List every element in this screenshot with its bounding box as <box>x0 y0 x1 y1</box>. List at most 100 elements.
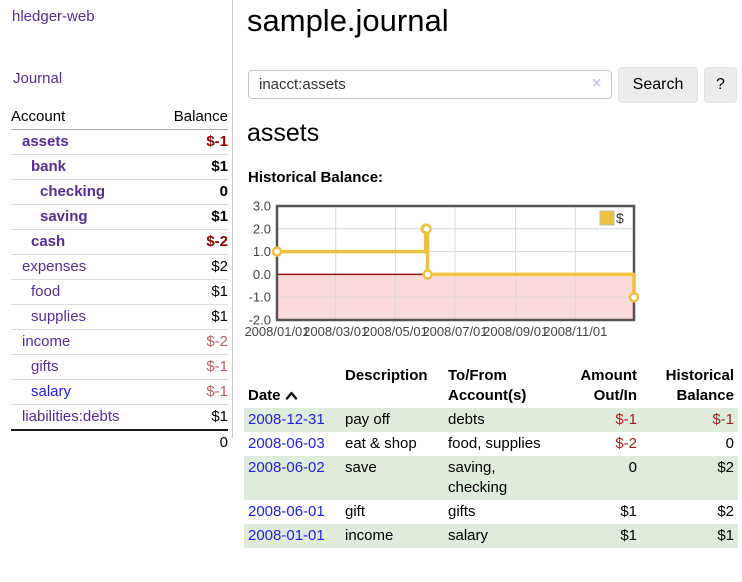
account-balance: $-1 <box>206 383 228 400</box>
transaction-amount: $1 <box>560 524 641 548</box>
account-balance: $1 <box>211 408 228 425</box>
register-header-tofrom: To/From Account(s) <box>448 367 527 404</box>
account-link-gifts[interactable]: gifts <box>31 358 59 375</box>
x-axis-tick-label: 2008/05/01 <box>363 324 428 339</box>
account-balance: $-1 <box>206 133 228 150</box>
register-table: Date Description To/From Account(s) Amou… <box>244 364 738 548</box>
account-link-liabilities-debts[interactable]: liabilities:debts <box>22 408 120 425</box>
register-header-balance: Historical Balance <box>665 367 734 404</box>
sidebar: hledger-web Journal Account Balance asse… <box>0 0 233 451</box>
accounts-header-account: Account <box>11 108 66 125</box>
transaction-accounts: debts <box>444 408 560 432</box>
account-link-assets[interactable]: assets <box>22 133 69 150</box>
transaction-description: eat & shop <box>345 435 417 452</box>
account-balance: $1 <box>211 208 228 225</box>
y-axis-tick-label: 2.0 <box>253 221 271 236</box>
account-balance: $1 <box>211 283 228 300</box>
account-row: gifts $-1 <box>11 355 228 380</box>
transaction-accounts: saving, checking <box>444 456 560 500</box>
chart-section-label: Historical Balance: <box>248 169 384 186</box>
accounts-header-row: Account Balance <box>11 105 228 130</box>
transaction-balance: $-1 <box>641 408 738 432</box>
y-axis-tick-label: 3.0 <box>253 199 271 214</box>
register-header-date: Date <box>244 364 341 408</box>
accounts-header-balance: Balance <box>173 108 228 125</box>
account-balance: $1 <box>211 308 228 325</box>
accounts-table: Account Balance assets $-1 bank $1 check… <box>11 105 228 455</box>
app-title-link[interactable]: hledger-web <box>12 8 95 25</box>
transaction-balance: $2 <box>717 503 734 520</box>
account-row: salary $-1 <box>11 380 228 405</box>
search-button[interactable]: Search <box>618 67 698 103</box>
plot-border <box>275 204 636 322</box>
account-link-checking[interactable]: checking <box>40 183 106 200</box>
register-row: 2008-06-03 eat & shop food, supplies $-2… <box>244 432 738 456</box>
account-link-salary[interactable]: salary <box>31 383 72 400</box>
transaction-date-link[interactable]: 2008-06-03 <box>248 435 325 452</box>
transaction-description: save <box>341 456 444 500</box>
account-balance: $1 <box>211 158 228 175</box>
register-header-description: Description <box>345 367 428 384</box>
account-link-cash[interactable]: cash <box>31 233 66 250</box>
account-link-income[interactable]: income <box>22 333 71 350</box>
account-link-saving[interactable]: saving <box>40 208 88 225</box>
x-axis-tick-label: 2008/07/01 <box>422 324 487 339</box>
transaction-accounts: food, supplies <box>448 435 541 452</box>
account-row: food $1 <box>11 280 228 305</box>
data-point-marker <box>628 291 640 303</box>
register-header-row: Date Description To/From Account(s) Amou… <box>244 364 738 408</box>
register-header-amount: Amount Out/In <box>580 367 637 404</box>
account-balance: $-1 <box>206 358 228 375</box>
accounts-total-row: 0 <box>11 430 228 455</box>
account-link-food[interactable]: food <box>31 283 61 300</box>
account-balance: $-2 <box>206 233 228 250</box>
account-link-supplies[interactable]: supplies <box>31 308 87 325</box>
register-row: 2008-12-31 pay off debts $-1 $-1 <box>244 408 738 432</box>
account-row: income $-2 <box>11 330 228 355</box>
transaction-date-link[interactable]: 2008-01-01 <box>248 527 325 544</box>
account-row: expenses $2 <box>11 255 228 280</box>
transaction-description: income <box>341 524 444 548</box>
account-row: bank $1 <box>11 155 228 180</box>
x-axis-tick-label: 2008/01/01 <box>244 324 309 339</box>
account-link-bank[interactable]: bank <box>31 158 67 175</box>
transaction-amount: $-2 <box>615 435 637 452</box>
y-axis-tick-label: 0.0 <box>253 267 271 282</box>
transaction-date-link[interactable]: 2008-06-01 <box>248 503 325 520</box>
register-row: 2008-06-01 gift gifts $1 $2 <box>244 500 738 524</box>
x-axis-tick-label: 2008/03/01 <box>303 324 368 339</box>
account-row: cash $-2 <box>11 230 228 255</box>
x-axis-tick-label: 2008/09/01 <box>483 324 548 339</box>
legend-swatch <box>599 210 615 226</box>
historical-balance-chart: 3.0 2.0 1.0 0.0 -1.0 -2.02008/01/012008/03/01… <box>244 199 640 339</box>
clear-search-icon[interactable]: × <box>592 75 602 92</box>
page-title: sample.journal <box>247 3 449 38</box>
account-balance: 0 <box>219 183 228 200</box>
data-point-marker <box>271 246 283 257</box>
y-axis-tick-label: 1.0 <box>253 244 271 259</box>
x-axis-tick-label: 2008/11/01 <box>543 324 607 339</box>
data-point-marker <box>421 223 432 235</box>
account-row: liabilities:debts $1 <box>11 405 228 430</box>
account-row: saving $1 <box>11 205 228 230</box>
sort-asc-icon <box>285 391 297 400</box>
y-axis-tick-label: -1.0 <box>249 290 271 305</box>
account-row: checking 0 <box>11 180 228 205</box>
help-button[interactable]: ? <box>704 67 737 103</box>
sort-by-date-link[interactable]: Date <box>248 387 298 404</box>
account-row: supplies $1 <box>11 305 228 330</box>
accounts-total: 0 <box>219 434 228 451</box>
account-balance: $2 <box>211 258 228 275</box>
transaction-accounts: gifts <box>448 503 476 520</box>
transaction-date-link[interactable]: 2008-06-02 <box>248 459 325 476</box>
transaction-balance: $2 <box>641 456 738 500</box>
transaction-date-link[interactable]: 2008-12-31 <box>248 411 325 428</box>
sidebar-item-journal[interactable]: Journal <box>13 70 63 87</box>
search-input[interactable] <box>248 70 612 99</box>
account-link-expenses[interactable]: expenses <box>22 258 87 275</box>
y-axis-tick-label: -2.0 <box>249 313 271 328</box>
transaction-amount: 0 <box>560 456 641 500</box>
transaction-balance: 0 <box>725 435 734 452</box>
transaction-balance: $1 <box>641 524 738 548</box>
